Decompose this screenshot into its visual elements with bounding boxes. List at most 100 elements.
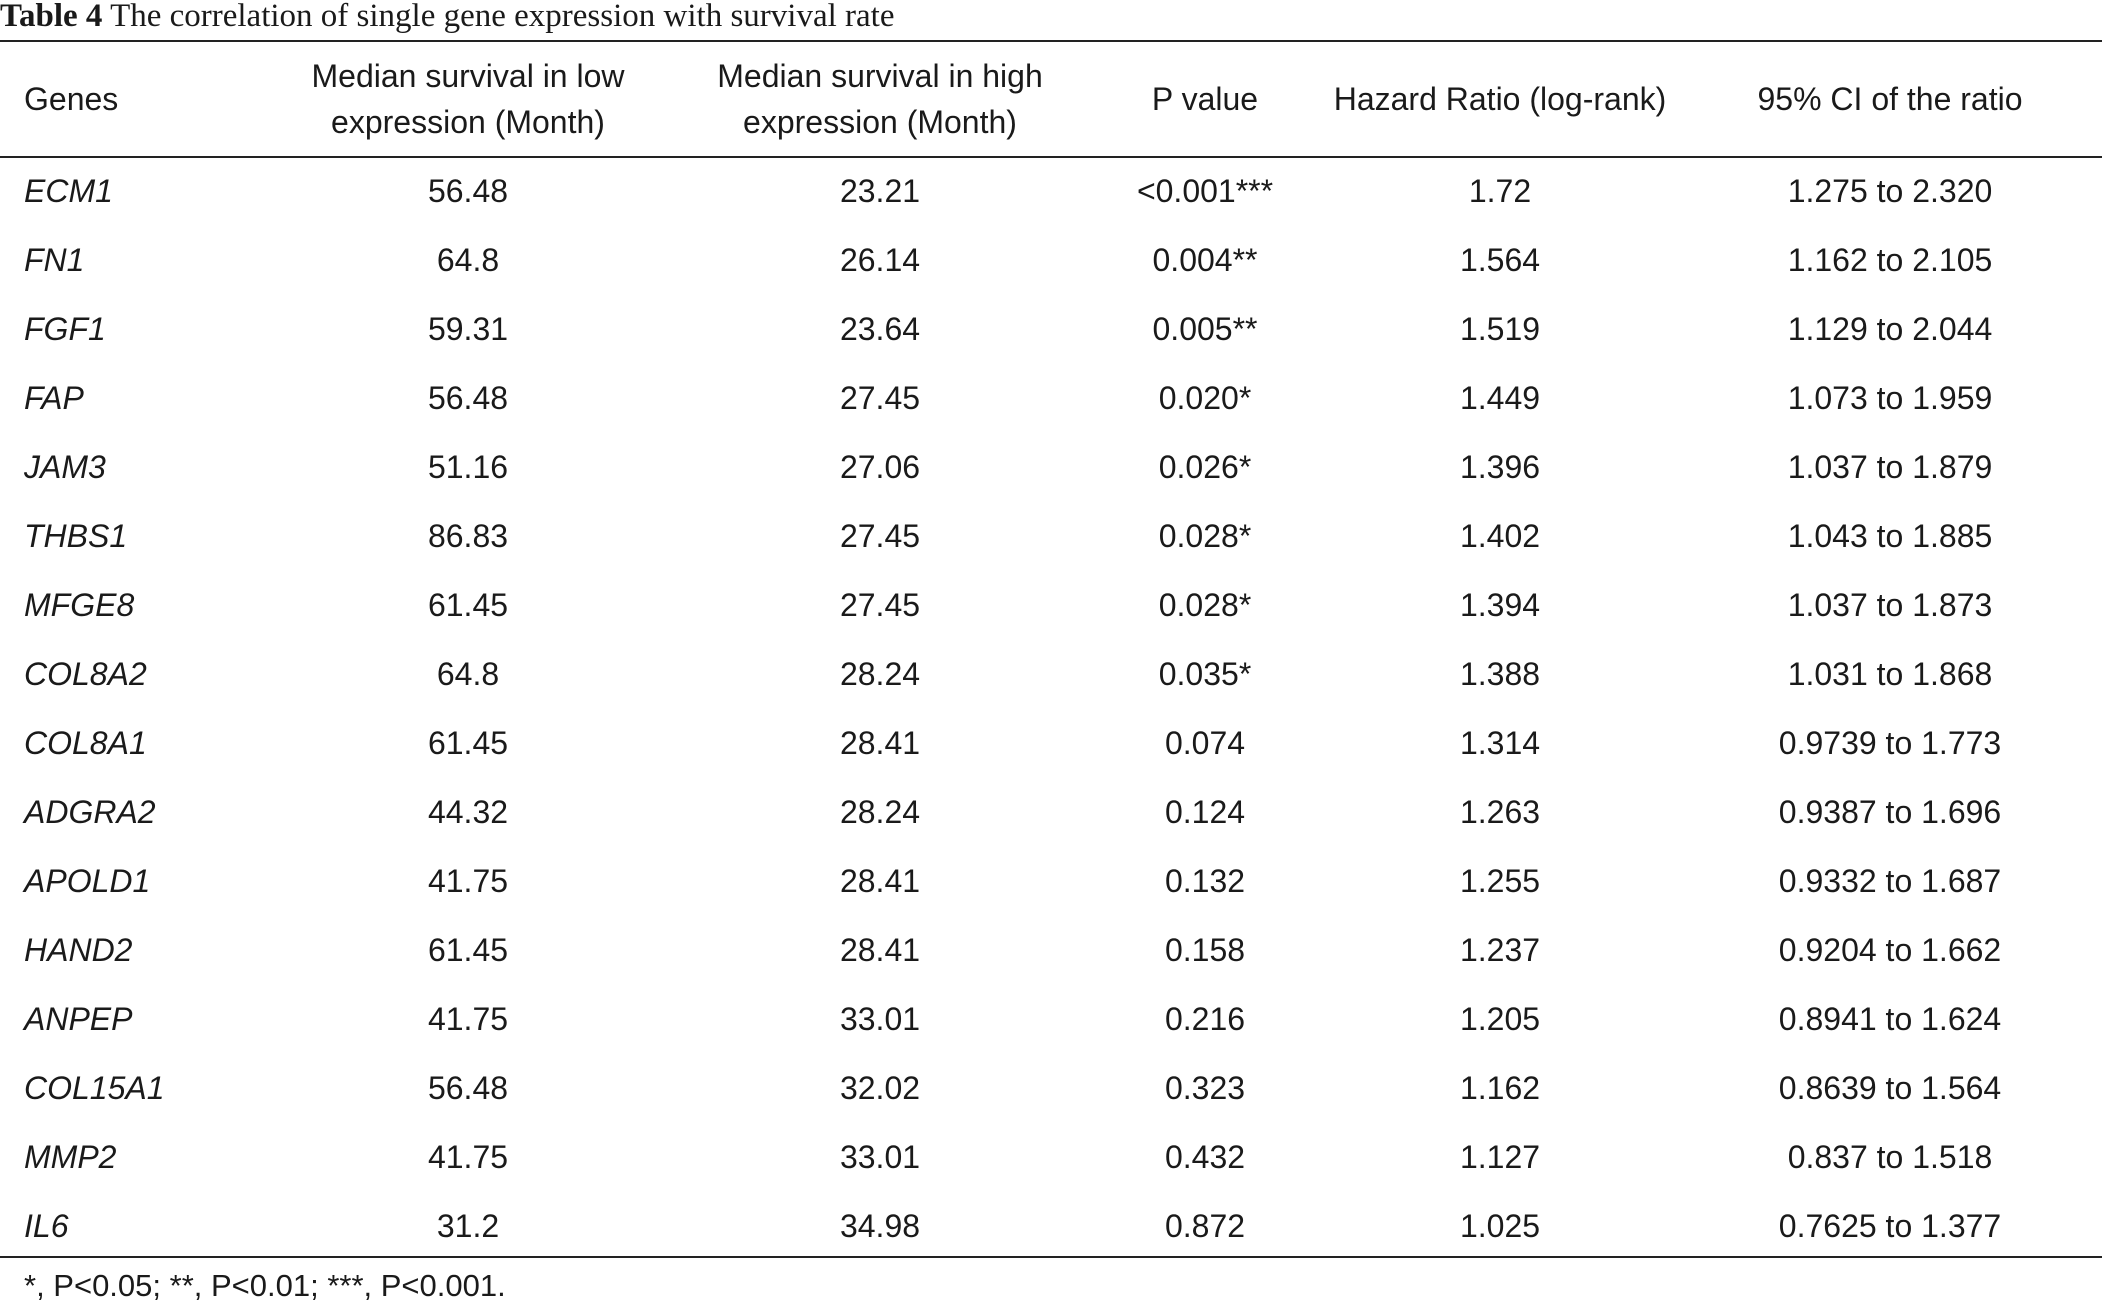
table-cell: 1.263	[1459, 794, 1541, 830]
table-cell: 1.073 to 1.959	[1787, 380, 1993, 416]
table-cell: 1.205	[1459, 1001, 1541, 1037]
table-cell: 0.026*	[1158, 449, 1252, 485]
gene-name-cell: ANPEP	[24, 1001, 133, 1037]
table-cell: 28.24	[839, 794, 921, 830]
gene-name-cell: FGF1	[24, 311, 106, 347]
table-cell: 56.48	[427, 380, 509, 416]
table-cell: 0.216	[1164, 1001, 1246, 1037]
column-header-0: Genes	[24, 81, 119, 117]
table-cell: 1.449	[1459, 380, 1541, 416]
table-cell: 1.72	[1468, 173, 1532, 209]
table-cell: 61.45	[427, 932, 509, 968]
column-header-4: Hazard Ratio (log-rank)	[1333, 81, 1667, 117]
column-header-1: Median survival in low expression (Month…	[311, 58, 625, 140]
column-header-5: 95% CI of the ratio	[1757, 81, 2023, 117]
table-cell: 1.031 to 1.868	[1787, 656, 1993, 692]
table-cell: 41.75	[427, 863, 509, 899]
table-cell: 1.275 to 2.320	[1787, 173, 1993, 209]
table-cell: 1.237	[1459, 932, 1541, 968]
table-cell: 1.025	[1459, 1208, 1541, 1244]
table-cell: 0.028*	[1158, 518, 1252, 554]
table-cell: 0.005**	[1152, 311, 1258, 347]
table-caption: Table 4 The correlation of single gene e…	[0, 0, 894, 38]
table-cell: 1.396	[1459, 449, 1541, 485]
table-footnote: *, P<0.05; **, P<0.01; ***, P<0.001.	[24, 1268, 506, 1303]
table-cell: 59.31	[427, 311, 509, 347]
table-cell: 33.01	[839, 1139, 921, 1175]
table-cell: 27.45	[839, 380, 921, 416]
gene-name-cell: APOLD1	[24, 863, 151, 899]
table-cell: 61.45	[427, 725, 509, 761]
table-cell: 0.020*	[1158, 380, 1252, 416]
table-cell: 0.323	[1164, 1070, 1246, 1106]
table-cell: 0.9387 to 1.696	[1778, 794, 2002, 830]
table-cell: 0.028*	[1158, 587, 1252, 623]
table-cell: 27.45	[839, 587, 921, 623]
gene-name-cell: JAM3	[24, 449, 106, 485]
table-cell: 41.75	[427, 1001, 509, 1037]
table-cell: 1.394	[1459, 587, 1541, 623]
gene-name-cell: ADGRA2	[24, 794, 156, 830]
table-cell: 51.16	[427, 449, 509, 485]
table-cell: 0.8941 to 1.624	[1778, 1001, 2002, 1037]
table-cell: 1.255	[1459, 863, 1541, 899]
gene-name-cell: COL8A1	[24, 725, 147, 761]
table-cell: 0.9204 to 1.662	[1778, 932, 2002, 968]
gene-name-cell: MFGE8	[24, 587, 135, 623]
column-header-2: Median survival in high expression (Mont…	[717, 58, 1043, 140]
table-cell: 86.83	[427, 518, 509, 554]
gene-name-cell: ECM1	[24, 173, 113, 209]
table-cell: 1.162	[1459, 1070, 1541, 1106]
table-header-rule	[0, 156, 2102, 158]
table-cell: 0.872	[1164, 1208, 1246, 1244]
table-cell: 28.24	[839, 656, 921, 692]
table-cell: 0.9739 to 1.773	[1778, 725, 2002, 761]
table-cell: 1.162 to 2.105	[1787, 242, 1993, 278]
gene-name-cell: COL15A1	[24, 1070, 165, 1106]
table-caption-text: The correlation of single gene expressio…	[110, 0, 895, 34]
table-cell: 34.98	[839, 1208, 921, 1244]
table-cell: 61.45	[427, 587, 509, 623]
table-cell: 64.8	[436, 656, 500, 692]
table-cell: 1.129 to 2.044	[1787, 311, 1993, 347]
table-cell: 0.132	[1164, 863, 1246, 899]
table-cell: 0.432	[1164, 1139, 1246, 1175]
table-cell: 1.564	[1459, 242, 1541, 278]
table-cell: 27.06	[839, 449, 921, 485]
table-cell: 0.7625 to 1.377	[1778, 1208, 2002, 1244]
gene-name-cell: MMP2	[24, 1139, 117, 1175]
table-cell: 56.48	[427, 173, 509, 209]
gene-name-cell: IL6	[24, 1208, 69, 1244]
table-cell: 26.14	[839, 242, 921, 278]
table-cell: 1.314	[1459, 725, 1541, 761]
table-cell: 33.01	[839, 1001, 921, 1037]
table-cell: 64.8	[436, 242, 500, 278]
table-cell: 0.124	[1164, 794, 1246, 830]
table-cell: 28.41	[839, 863, 921, 899]
table-cell: 0.004**	[1152, 242, 1258, 278]
table-cell: 23.21	[839, 173, 921, 209]
table-cell: 1.037 to 1.879	[1787, 449, 1993, 485]
table-cell: 44.32	[427, 794, 509, 830]
table-cell: 28.41	[839, 932, 921, 968]
table-cell: <0.001***	[1136, 173, 1274, 209]
table-cell: 0.035*	[1158, 656, 1252, 692]
table-top-rule	[0, 40, 2102, 42]
table-cell: 28.41	[839, 725, 921, 761]
table-cell: 0.8639 to 1.564	[1778, 1070, 2002, 1106]
table-cell: 32.02	[839, 1070, 921, 1106]
table-cell: 1.402	[1459, 518, 1541, 554]
table-bottom-rule	[0, 1256, 2102, 1258]
table-cell: 0.837 to 1.518	[1787, 1139, 1993, 1175]
table-cell: 56.48	[427, 1070, 509, 1106]
table-cell: 0.074	[1164, 725, 1246, 761]
table-cell: 27.45	[839, 518, 921, 554]
table-cell: 1.519	[1459, 311, 1541, 347]
table-cell: 1.388	[1459, 656, 1541, 692]
table-caption-label: Table 4	[0, 0, 103, 34]
gene-name-cell: THBS1	[24, 518, 128, 554]
table-cell: 1.037 to 1.873	[1787, 587, 1993, 623]
table-cell: 1.127	[1459, 1139, 1541, 1175]
gene-name-cell: FAP	[24, 380, 84, 416]
table-cell: 23.64	[839, 311, 921, 347]
